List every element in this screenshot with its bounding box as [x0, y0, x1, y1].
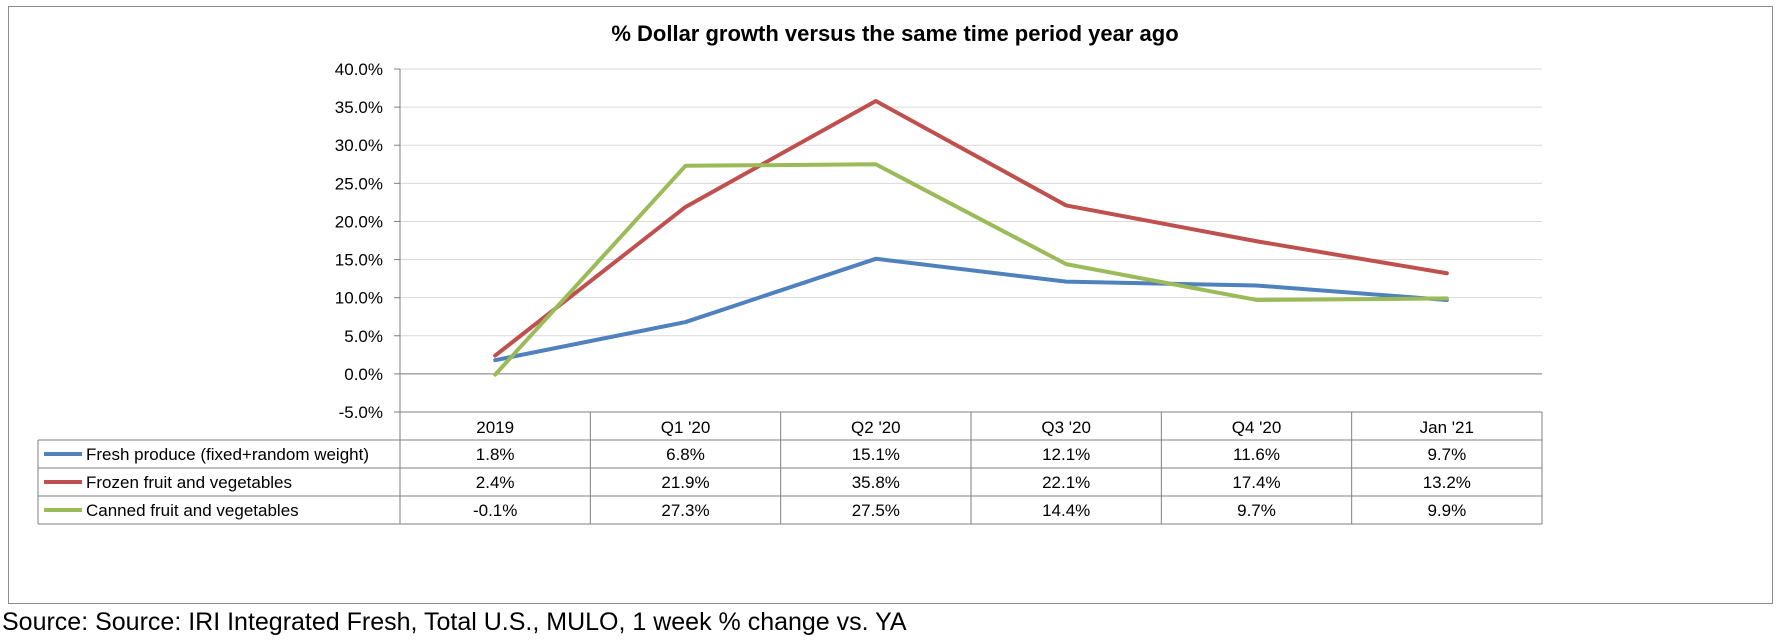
table-cell-value: 21.9%	[661, 473, 709, 492]
table-cell-value: 11.6%	[1233, 445, 1280, 464]
y-tick-label: 5.0%	[344, 327, 383, 346]
table-cell-value: 14.4%	[1042, 501, 1090, 520]
x-category-label: Jan '21	[1420, 418, 1474, 437]
chart-frame: % Dollar growth versus the same time per…	[8, 6, 1773, 604]
table-cell-value: 9.7%	[1237, 501, 1276, 520]
table-cell-value: 12.1%	[1042, 445, 1090, 464]
legend-label: Fresh produce (fixed+random weight)	[86, 445, 369, 464]
table-cell-value: 6.8%	[666, 445, 705, 464]
table-cell-value: 17.4%	[1232, 473, 1280, 492]
y-tick-label: 25.0%	[335, 174, 383, 193]
table-cell-value: 27.5%	[852, 501, 900, 520]
data-table: 2019 Q1 '20 Q2 '20 Q3 '20 Q4 '20 Jan '21 Fresh…	[37, 412, 1543, 525]
table-cell-value: -0.1%	[473, 501, 517, 520]
y-tick-label: 35.0%	[335, 98, 383, 117]
x-category-label: 2019	[476, 418, 514, 437]
y-tick-label: 0.0%	[344, 365, 383, 384]
y-tick-label: 40.0%	[335, 60, 383, 79]
y-tick-label: 10.0%	[335, 289, 383, 308]
table-cell-value: 1.8%	[476, 445, 515, 464]
y-tick-label: 30.0%	[335, 136, 383, 155]
x-category-label: Q4 '20	[1232, 418, 1282, 437]
line-chart: % Dollar growth versus the same time per…	[37, 21, 1543, 525]
x-category-label: Q3 '20	[1041, 418, 1091, 437]
y-tick-label: 20.0%	[335, 212, 383, 231]
legend-label: Canned fruit and vegetables	[86, 501, 299, 520]
source-note: Source: Source: IRI Integrated Fresh, To…	[2, 608, 907, 636]
chart-title: % Dollar growth versus the same time per…	[611, 21, 1178, 46]
y-axis-ticks: 40.0% 35.0% 30.0% 25.0% 20.0% 15.0% 10.0% 5.0% 0…	[335, 60, 400, 422]
table-cell-value: 15.1%	[852, 445, 900, 464]
y-tick-label: 15.0%	[335, 251, 383, 270]
table-cell-value: 35.8%	[852, 473, 900, 492]
table-cell-value: 9.7%	[1427, 445, 1466, 464]
x-category-label: Q1 '20	[661, 418, 711, 437]
table-cell-value: 27.3%	[661, 501, 709, 520]
x-category-label: Q2 '20	[851, 418, 901, 437]
series-line	[493, 99, 1449, 358]
series-line	[493, 162, 1449, 377]
table-cell-value: 22.1%	[1042, 473, 1090, 492]
table-cell-value: 9.9%	[1427, 501, 1466, 520]
legend-label: Frozen fruit and vegetables	[86, 473, 292, 492]
series-line	[493, 256, 1449, 363]
table-cell-value: 2.4%	[476, 473, 515, 492]
table-cell-value: 13.2%	[1423, 473, 1471, 492]
y-tick-label: -5.0%	[339, 403, 383, 422]
series-lines	[493, 99, 1449, 377]
